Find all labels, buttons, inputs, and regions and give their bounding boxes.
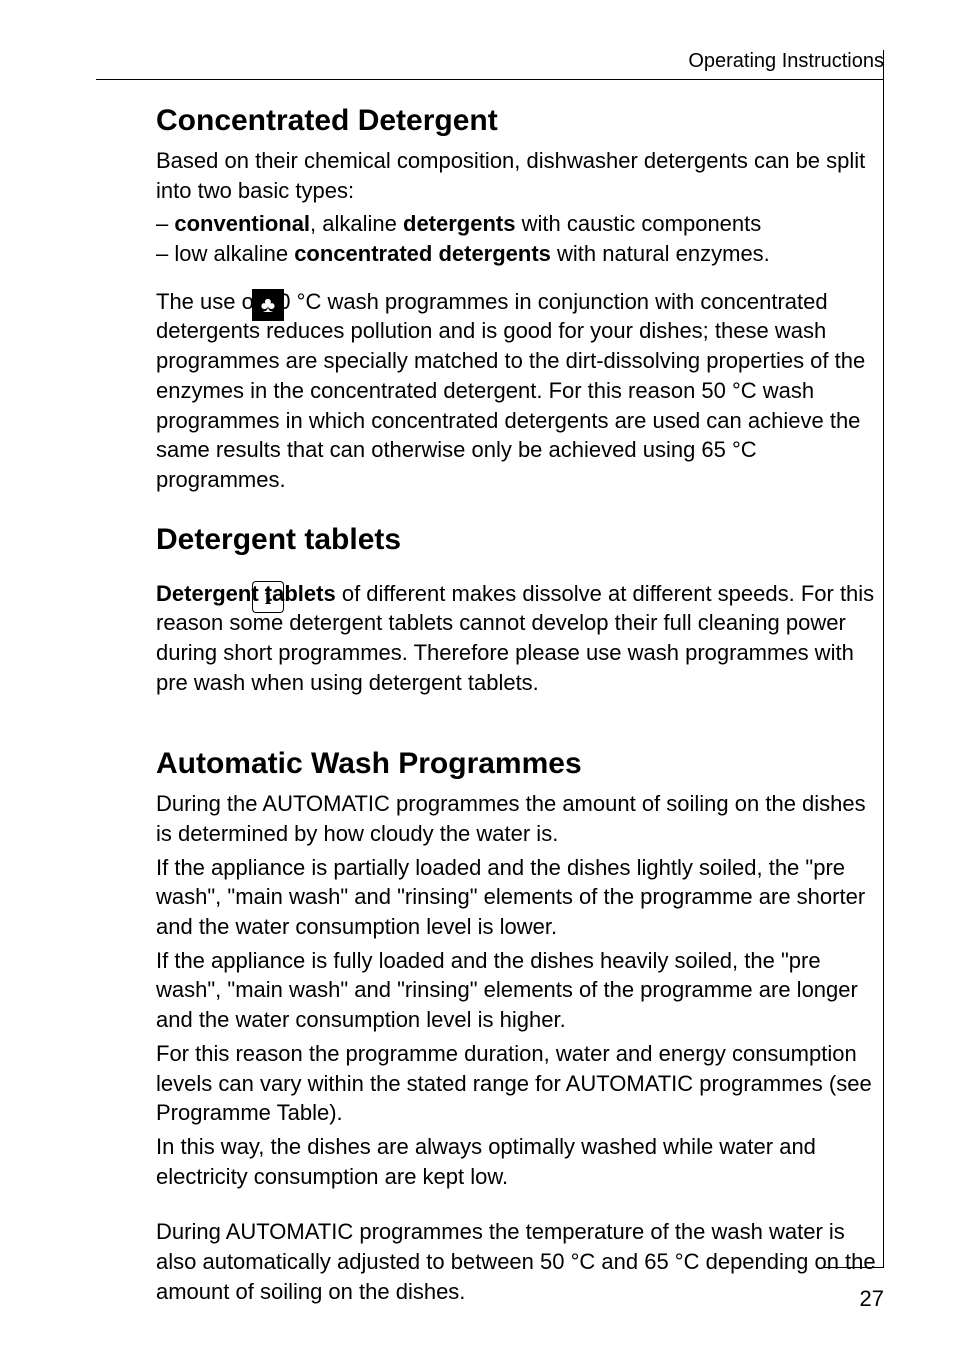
bullet1-bold2: detergents: [403, 211, 515, 236]
concentrated-bullet-1: – conventional, alkaline detergents with…: [156, 209, 884, 239]
clover-icon: ♣: [261, 294, 275, 316]
page-header: Operating Instructions: [96, 50, 884, 80]
automatic-p6: During AUTOMATIC programmes the temperat…: [156, 1217, 884, 1306]
info-section: i Detergent tablets of different makes d…: [156, 579, 884, 698]
bullet1-mid: , alkaline: [310, 211, 403, 236]
eco-section: ♣ The use of 50 °C wash programmes in co…: [156, 287, 884, 495]
eco-icon: ♣: [252, 289, 284, 321]
bullet1-bold1: conventional: [174, 211, 310, 236]
bullet1-prefix: –: [156, 211, 174, 236]
bullet2-bold: concentrated detergents: [294, 241, 551, 266]
bullet2-prefix: – low alkaline: [156, 241, 294, 266]
automatic-p4: For this reason the programme duration, …: [156, 1039, 884, 1128]
bullet2-end: with natural enzymes.: [551, 241, 770, 266]
tablets-title: Detergent tablets: [156, 523, 884, 557]
concentrated-bullet-2: – low alkaline concentrated detergents w…: [156, 239, 884, 269]
tablets-info-bold: Detergent tablets: [156, 581, 336, 606]
info-glyph-icon: i: [265, 585, 272, 609]
info-icon: i: [252, 581, 284, 613]
automatic-p1: During the AUTOMATIC programmes the amou…: [156, 789, 884, 848]
page-number: 27: [860, 1286, 884, 1312]
concentrated-intro: Based on their chemical composition, dis…: [156, 146, 884, 205]
automatic-p3: If the appliance is fully loaded and the…: [156, 946, 884, 1035]
page-content: Concentrated Detergent Based on their ch…: [96, 104, 884, 1306]
header-category: Operating Instructions: [96, 50, 884, 73]
automatic-p5: In this way, the dishes are always optim…: [156, 1132, 884, 1191]
automatic-title: Automatic Wash Programmes: [156, 747, 884, 781]
automatic-p2: If the appliance is partially loaded and…: [156, 853, 884, 942]
concentrated-title: Concentrated Detergent: [156, 104, 884, 138]
bullet1-end: with caustic components: [515, 211, 761, 236]
